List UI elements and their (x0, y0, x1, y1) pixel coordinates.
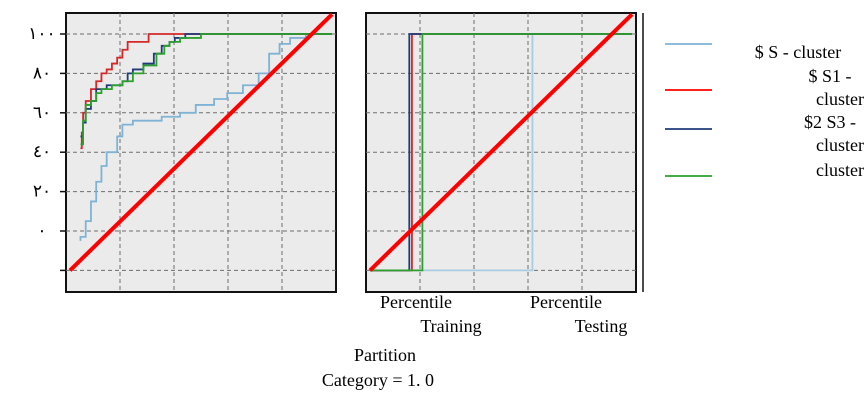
legend-label: cluster (816, 135, 864, 155)
right-panel (365, 12, 637, 293)
legend-label: $ S1 - (808, 66, 851, 86)
x-tick-label: Training (420, 316, 481, 336)
legend: $ S - cluster $ S1 - cluster $2 S3 - cluster… (665, 42, 864, 180)
x-tick-label: Percentile (380, 292, 452, 312)
x-axis-title: Partition (354, 345, 416, 365)
legend-label: $ S - cluster (755, 42, 841, 62)
y-tick-label: ١٠٠ (28, 24, 55, 43)
x-tick-label: Testing (575, 316, 628, 336)
series-line (68, 12, 334, 272)
legend-label: $2 S3 - (804, 112, 856, 132)
x-axis-labels: Percentile Training Percentile Testing Parti… (322, 292, 627, 390)
y-tick-label: ٢٠ (33, 182, 51, 201)
category-label: Category = 1. 0 (322, 370, 434, 390)
series-line (79, 33, 332, 241)
y-tick-label: ٠ (37, 221, 46, 240)
y-tick-label: ٨٠ (33, 63, 51, 82)
legend-label: cluster (816, 160, 864, 180)
x-tick-label: Percentile (530, 292, 602, 312)
y-tick-label: ٦٠ (33, 103, 51, 122)
series-line (80, 33, 332, 146)
series-line (368, 12, 634, 272)
y-tick-label: ٤٠ (33, 142, 51, 161)
left-panel: ٠ ٢٠ ٤٠ ٦٠ ٨٠ ١٠٠ (28, 12, 337, 293)
series-line (370, 33, 632, 272)
legend-label: cluster (816, 89, 864, 109)
